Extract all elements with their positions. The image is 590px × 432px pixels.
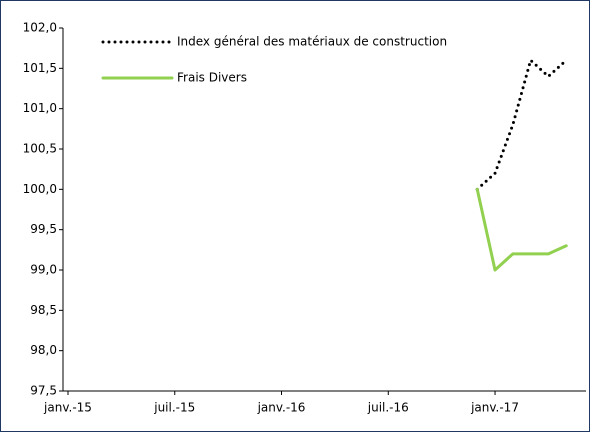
legend-label: Frais Divers <box>177 71 247 85</box>
legend-label: Index général des matériaux de construct… <box>177 35 447 49</box>
x-tick-label: juil.-15 <box>153 401 195 415</box>
y-tick-label: 99,5 <box>30 222 57 236</box>
x-tick-label: janv.-15 <box>43 401 92 415</box>
x-tick-label: juil.-16 <box>367 401 409 415</box>
y-tick-label: 98,0 <box>30 343 57 357</box>
series-line <box>475 187 568 272</box>
y-tick-label: 101,5 <box>23 61 57 75</box>
x-tick-label: janv.-17 <box>470 401 519 415</box>
x-tick-label: janv.-16 <box>257 401 306 415</box>
y-tick-label: 102,0 <box>23 21 57 35</box>
y-tick-label: 99,0 <box>30 263 57 277</box>
y-tick-label: 100,5 <box>23 142 57 156</box>
y-tick-label: 98,5 <box>30 303 57 317</box>
y-tick-label: 97,5 <box>30 384 57 398</box>
series-line <box>475 58 568 191</box>
y-tick-label: 101,0 <box>23 101 57 115</box>
y-tick-label: 100,0 <box>23 182 57 196</box>
